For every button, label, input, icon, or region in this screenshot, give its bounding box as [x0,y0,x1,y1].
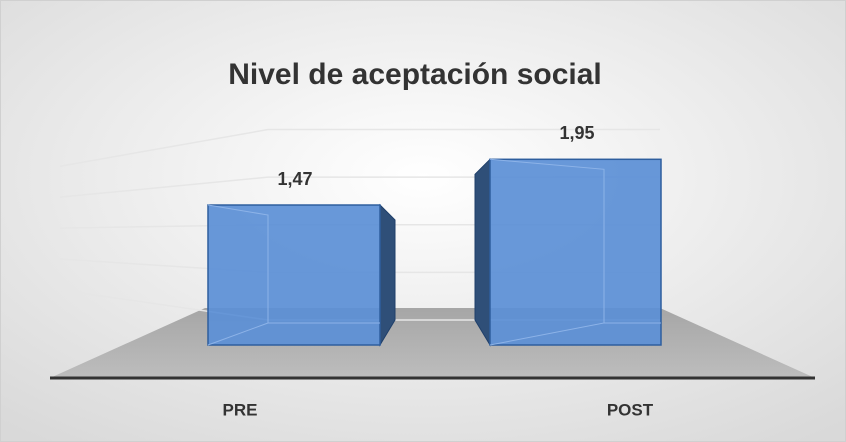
value-label: 1,95 [559,123,594,143]
bar-inner-edges [207,204,380,346]
x-tick-label: POST [607,400,654,419]
side-grid-line [59,176,269,198]
bar-side [474,158,491,347]
x-tick-label: PRE [223,400,258,419]
bars: 1,47 1,95 [207,123,662,347]
chart-title: Nivel de aceptación social [228,58,602,91]
value-label: 1,47 [277,169,312,189]
bar-inner-edges [489,158,661,346]
bar-side [379,203,396,347]
side-grid-line [59,128,269,167]
bar [207,204,381,346]
bar [489,158,662,346]
